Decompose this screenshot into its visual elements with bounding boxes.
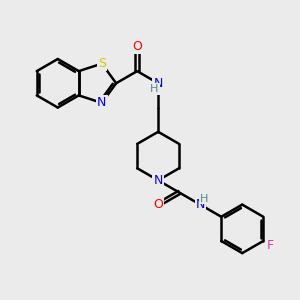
Text: N: N	[97, 96, 106, 110]
Text: F: F	[267, 239, 274, 252]
Text: O: O	[153, 198, 163, 211]
Text: O: O	[132, 40, 142, 53]
Text: N: N	[154, 174, 163, 187]
Text: S: S	[98, 57, 106, 70]
Text: N: N	[154, 77, 163, 90]
Text: H: H	[150, 84, 159, 94]
Text: N: N	[196, 198, 205, 211]
Text: H: H	[200, 194, 208, 203]
